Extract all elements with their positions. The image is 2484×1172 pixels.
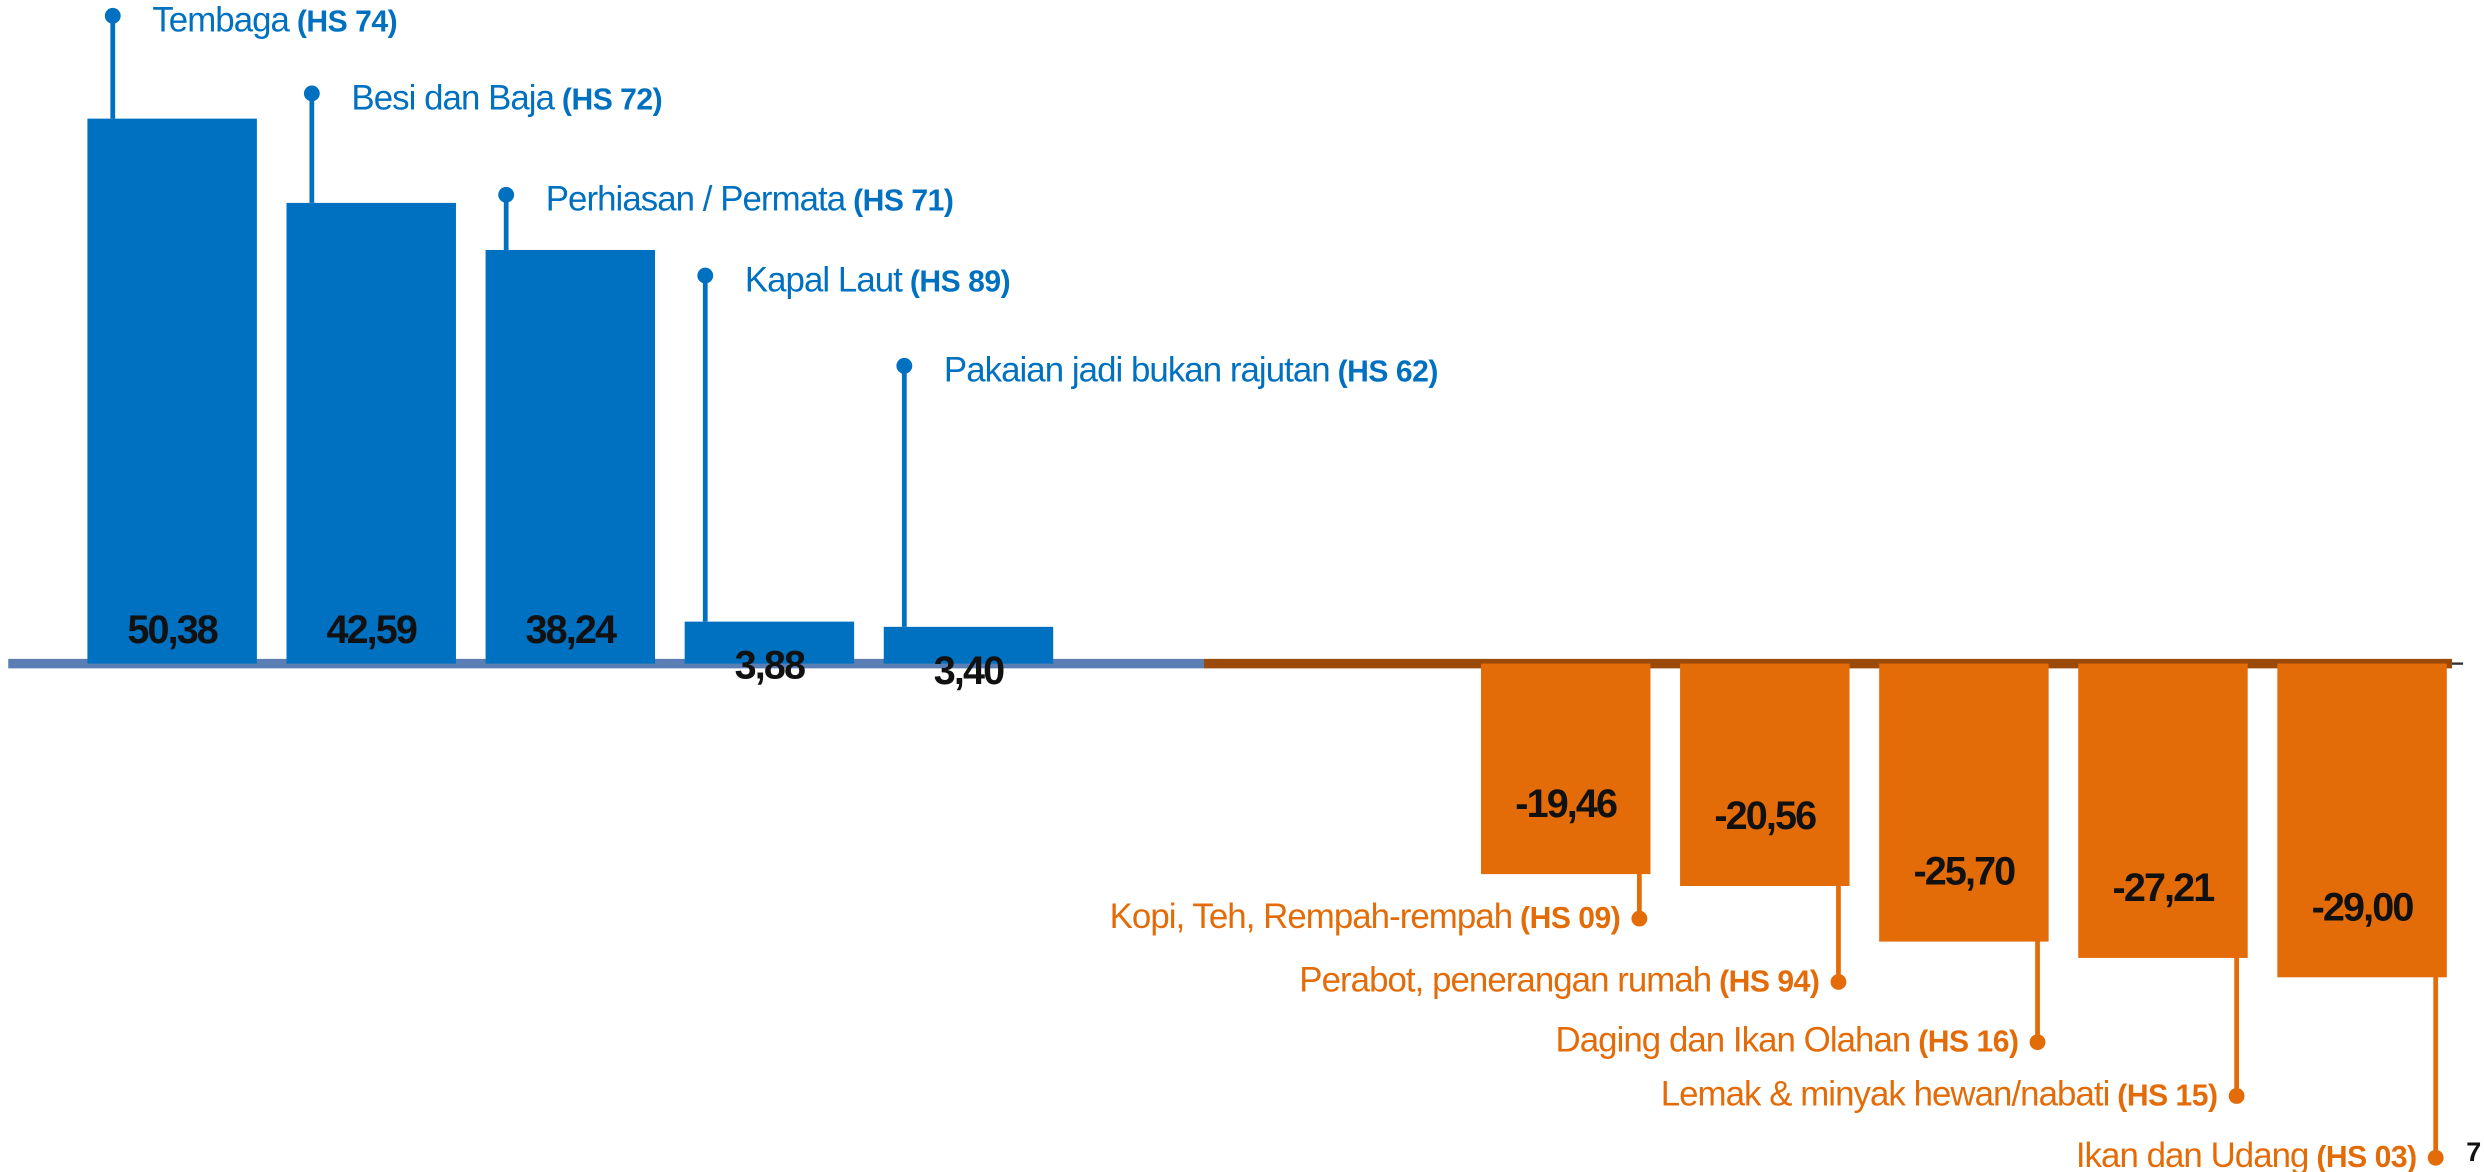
- bar: [1680, 663, 1850, 887]
- bar: [87, 118, 257, 664]
- category-code: (HS 03): [2316, 1141, 2416, 1172]
- value-label: -25,70: [1913, 850, 2015, 894]
- category-label: Ikan dan Udang (HS 03): [2076, 1136, 2417, 1172]
- value-label: -20,56: [1714, 794, 1816, 838]
- category-code: (HS 15): [2117, 1079, 2217, 1112]
- category-code: (HS 89): [910, 265, 1010, 298]
- value-label: 50,38: [127, 608, 217, 652]
- category-name: Lemak & minyak hewan/nabati: [1661, 1074, 2110, 1113]
- bar: [684, 621, 855, 664]
- value-label: -27,21: [2113, 866, 2215, 910]
- bar: [286, 202, 456, 664]
- category-name: Ikan dan Udang: [2076, 1136, 2309, 1172]
- category-code: (HS 16): [1918, 1026, 2018, 1059]
- category-name: Tembaga: [152, 1, 290, 40]
- category-label: Perhiasan / Permata (HS 71): [546, 180, 954, 219]
- value-label: 3,88: [735, 644, 805, 688]
- category-code: (HS 09): [1520, 902, 1620, 935]
- page-number: 7: [2466, 1137, 2481, 1167]
- category-name: Daging dan Ikan Olahan: [1556, 1021, 1911, 1060]
- callout-dot: [104, 7, 121, 24]
- category-code: (HS 71): [853, 185, 953, 218]
- callout-dot: [498, 186, 515, 203]
- category-label: Pakaian jadi bukan rajutan (HS 62): [944, 351, 1438, 390]
- category-label: Kapal Laut (HS 89): [745, 260, 1010, 299]
- bar: [1480, 663, 1651, 875]
- callout-dot: [2427, 1149, 2444, 1166]
- callout-dot: [303, 85, 320, 102]
- category-name: Kopi, Teh, Rempah-rempah: [1110, 897, 1512, 936]
- category-code: (HS 62): [1338, 356, 1438, 389]
- callout-dot: [2029, 1034, 2046, 1051]
- value-label: 3,40: [934, 649, 1004, 693]
- category-label: Besi dan Baja (HS 72): [351, 78, 662, 117]
- value-label: 42,59: [326, 608, 416, 652]
- bar: [2078, 663, 2248, 958]
- bar: [2277, 663, 2447, 978]
- bar: [1879, 663, 2049, 942]
- value-label: 38,24: [526, 608, 617, 652]
- category-code: (HS 72): [562, 83, 662, 116]
- category-name: Pakaian jadi bukan rajutan: [944, 351, 1330, 390]
- callout-dot: [2228, 1088, 2245, 1104]
- category-name: Kapal Laut: [745, 260, 903, 299]
- value-label: -19,46: [1515, 782, 1617, 826]
- category-label: Tembaga (HS 74): [152, 1, 397, 40]
- category-name: Perabot, penerangan rumah: [1299, 960, 1711, 999]
- callout-dot: [1830, 974, 1847, 990]
- category-label: Lemak & minyak hewan/nabati (HS 15): [1661, 1074, 2218, 1113]
- value-label: -29,00: [2312, 885, 2414, 929]
- callout-dot: [697, 267, 714, 284]
- bar: [485, 249, 656, 664]
- category-code: (HS 94): [1719, 965, 1819, 998]
- category-label: Kopi, Teh, Rempah-rempah (HS 09): [1110, 897, 1621, 936]
- category-code: (HS 74): [297, 6, 397, 39]
- category-name: Besi dan Baja: [351, 78, 555, 117]
- callout-dot: [896, 357, 913, 374]
- callout-dot: [1631, 910, 1648, 927]
- category-label: Daging dan Ikan Olahan (HS 16): [1556, 1021, 2019, 1060]
- category-name: Perhiasan / Permata: [546, 180, 847, 219]
- bar: [883, 626, 1054, 664]
- category-label: Perabot, penerangan rumah (HS 94): [1299, 960, 1819, 999]
